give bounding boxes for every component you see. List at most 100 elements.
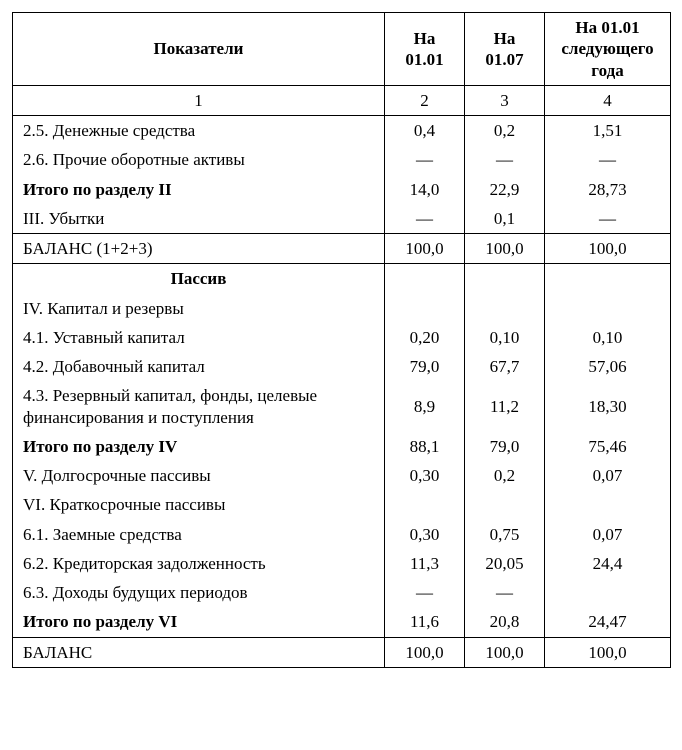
table-row: 6.2. Кредиторская задолженность11,320,05… xyxy=(13,549,671,578)
cell-c1 xyxy=(385,490,465,519)
cell-c1: — xyxy=(385,145,465,174)
header-c3: На 01.01 следующего года xyxy=(545,13,671,86)
colnum-4: 4 xyxy=(545,85,671,115)
cell-c3: 24,47 xyxy=(545,607,671,637)
row-label: БАЛАНС xyxy=(13,637,385,667)
cell-c3: 24,4 xyxy=(545,549,671,578)
cell-c1: 0,30 xyxy=(385,461,465,490)
cell-c1: — xyxy=(385,578,465,607)
cell-c2: 22,9 xyxy=(465,175,545,204)
row-label: 2.6. Прочие оборотные активы xyxy=(13,145,385,174)
table-row: III. Убытки—0,1— xyxy=(13,204,671,234)
table-row: Пассив xyxy=(13,264,671,294)
cell-c1: 11,6 xyxy=(385,607,465,637)
table-row: БАЛАНС100,0100,0100,0 xyxy=(13,637,671,667)
cell-c1: 0,20 xyxy=(385,323,465,352)
table-body: 2.5. Денежные средства0,40,21,512.6. Про… xyxy=(13,116,671,668)
cell-c1: 100,0 xyxy=(385,234,465,264)
cell-c3: 0,07 xyxy=(545,520,671,549)
cell-c3 xyxy=(545,294,671,323)
header-c2: На 01.07 xyxy=(465,13,545,86)
cell-c2 xyxy=(465,264,545,294)
cell-c3: — xyxy=(545,145,671,174)
column-number-row: 1 2 3 4 xyxy=(13,85,671,115)
table-row: Итого по разделу IV88,179,075,46 xyxy=(13,432,671,461)
row-label: VI. Краткосрочные пассивы xyxy=(13,490,385,519)
cell-c1: 100,0 xyxy=(385,637,465,667)
cell-c2: 11,2 xyxy=(465,381,545,432)
cell-c3: 18,30 xyxy=(545,381,671,432)
colnum-3: 3 xyxy=(465,85,545,115)
table-row: Итого по разделу II14,022,928,73 xyxy=(13,175,671,204)
cell-c3: 75,46 xyxy=(545,432,671,461)
table-row: 4.1. Уставный капитал0,200,100,10 xyxy=(13,323,671,352)
cell-c3: 0,07 xyxy=(545,461,671,490)
cell-c2: 0,2 xyxy=(465,461,545,490)
cell-c2: 67,7 xyxy=(465,352,545,381)
row-label: 6.2. Кредиторская задолженность xyxy=(13,549,385,578)
cell-c1: 14,0 xyxy=(385,175,465,204)
table-row: V. Долгосрочные пассивы0,300,20,07 xyxy=(13,461,671,490)
cell-c1: 0,4 xyxy=(385,116,465,146)
cell-c2: 20,8 xyxy=(465,607,545,637)
cell-c3: 28,73 xyxy=(545,175,671,204)
cell-c3 xyxy=(545,264,671,294)
row-label: Пассив xyxy=(13,264,385,294)
row-label: IV. Капитал и резервы xyxy=(13,294,385,323)
row-label: 4.1. Уставный капитал xyxy=(13,323,385,352)
cell-c2: 0,1 xyxy=(465,204,545,234)
row-label: БАЛАНС (1+2+3) xyxy=(13,234,385,264)
balance-table: Показатели На 01.01 На 01.07 На 01.01 сл… xyxy=(12,12,671,668)
row-label: Итого по разделу IV xyxy=(13,432,385,461)
cell-c2: — xyxy=(465,145,545,174)
cell-c2: 0,2 xyxy=(465,116,545,146)
cell-c3: 100,0 xyxy=(545,234,671,264)
row-label: 4.2. Добавочный капитал xyxy=(13,352,385,381)
cell-c2 xyxy=(465,294,545,323)
row-label: 2.5. Денежные средства xyxy=(13,116,385,146)
header-c1: На 01.01 xyxy=(385,13,465,86)
row-label: Итого по разделу II xyxy=(13,175,385,204)
row-label: V. Долгосрочные пассивы xyxy=(13,461,385,490)
row-label: Итого по разделу VI xyxy=(13,607,385,637)
table-row: IV. Капитал и резервы xyxy=(13,294,671,323)
cell-c1 xyxy=(385,264,465,294)
cell-c1: 79,0 xyxy=(385,352,465,381)
colnum-1: 1 xyxy=(13,85,385,115)
cell-c3 xyxy=(545,490,671,519)
cell-c2: 100,0 xyxy=(465,637,545,667)
cell-c1 xyxy=(385,294,465,323)
row-label: 6.3. Доходы будущих периодов xyxy=(13,578,385,607)
cell-c1: 88,1 xyxy=(385,432,465,461)
cell-c2: 79,0 xyxy=(465,432,545,461)
row-label: 4.3. Резервный капитал, фонды, целевые ф… xyxy=(13,381,385,432)
table-row: Итого по разделу VI11,620,824,47 xyxy=(13,607,671,637)
cell-c3: — xyxy=(545,204,671,234)
row-label: 6.1. Заемные средства xyxy=(13,520,385,549)
header-indicators: Показатели xyxy=(13,13,385,86)
table-header-row: Показатели На 01.01 На 01.07 На 01.01 сл… xyxy=(13,13,671,86)
table-row: 2.5. Денежные средства0,40,21,51 xyxy=(13,116,671,146)
cell-c3: 57,06 xyxy=(545,352,671,381)
cell-c1: — xyxy=(385,204,465,234)
cell-c2: 0,75 xyxy=(465,520,545,549)
row-label: III. Убытки xyxy=(13,204,385,234)
colnum-2: 2 xyxy=(385,85,465,115)
cell-c3: 100,0 xyxy=(545,637,671,667)
cell-c2: 100,0 xyxy=(465,234,545,264)
table-row: 6.1. Заемные средства0,300,750,07 xyxy=(13,520,671,549)
cell-c3 xyxy=(545,578,671,607)
cell-c3: 1,51 xyxy=(545,116,671,146)
table-row: VI. Краткосрочные пассивы xyxy=(13,490,671,519)
cell-c1: 8,9 xyxy=(385,381,465,432)
cell-c3: 0,10 xyxy=(545,323,671,352)
cell-c2 xyxy=(465,490,545,519)
table-row: 6.3. Доходы будущих периодов—— xyxy=(13,578,671,607)
table-row: БАЛАНС (1+2+3)100,0100,0100,0 xyxy=(13,234,671,264)
table-row: 4.2. Добавочный капитал79,067,757,06 xyxy=(13,352,671,381)
table-row: 2.6. Прочие оборотные активы——— xyxy=(13,145,671,174)
cell-c1: 11,3 xyxy=(385,549,465,578)
cell-c2: 20,05 xyxy=(465,549,545,578)
cell-c2: — xyxy=(465,578,545,607)
cell-c1: 0,30 xyxy=(385,520,465,549)
